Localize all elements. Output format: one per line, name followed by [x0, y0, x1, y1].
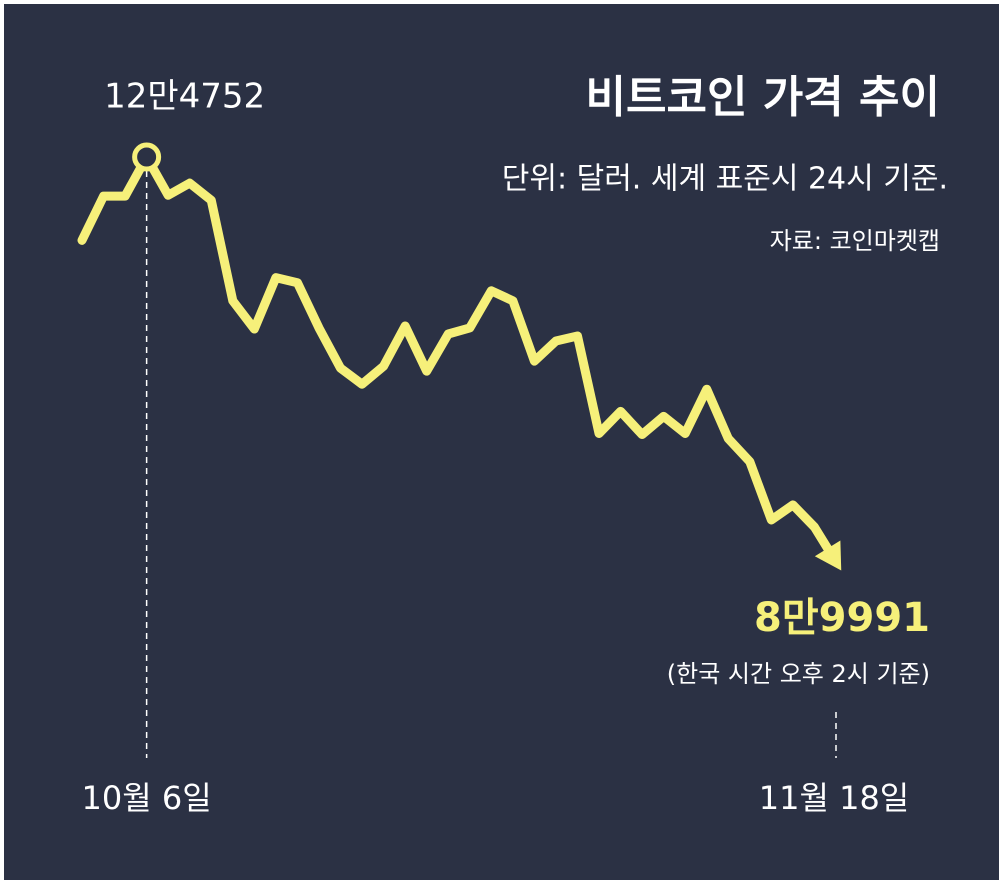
- chart-subtitle: 단위: 달러. 세계 표준시 24시 기준.: [502, 162, 948, 197]
- chart-title: 비트코인 가격 추이: [586, 72, 940, 123]
- value-label: 8만9991: [754, 595, 930, 641]
- end-arrow: [814, 540, 842, 571]
- value-label: 12만4752: [104, 77, 265, 117]
- x-tick-label: 11월 18일: [759, 779, 910, 817]
- price-line: [77, 152, 841, 567]
- x-tick-label: 10월 6일: [82, 779, 212, 817]
- annotation: (한국 시간 오후 2시 기준): [667, 660, 930, 688]
- source: 자료: 코인마켓캡: [770, 227, 940, 255]
- peak-marker: [132, 142, 162, 172]
- background: [4, 4, 999, 880]
